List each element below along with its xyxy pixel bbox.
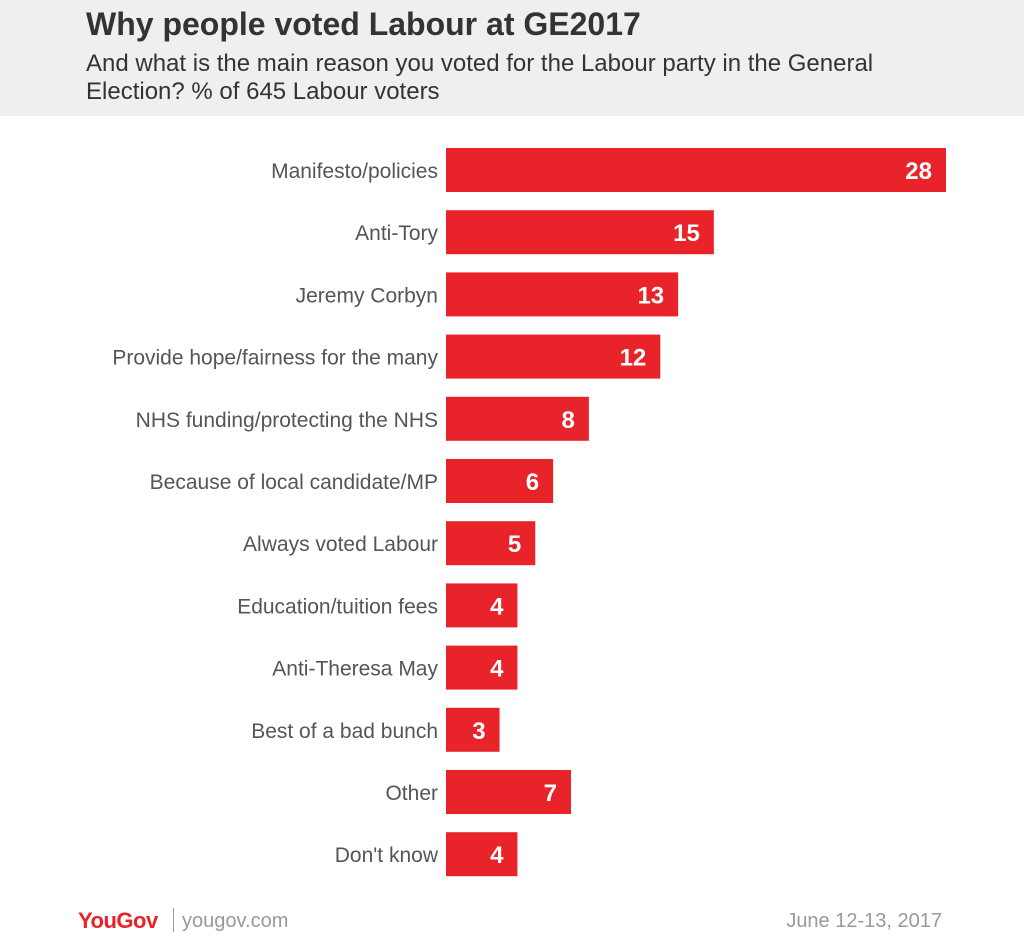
bar-chart: Manifesto/policies 28 Anti-Tory 15 Jeremy Co… <box>112 148 946 877</box>
category-label: NHS funding/protecting the NHS <box>136 409 438 432</box>
bar <box>446 707 500 752</box>
value-label: 4 <box>490 593 504 620</box>
value-label: 28 <box>905 158 932 185</box>
value-label: 3 <box>472 718 485 745</box>
value-label: 15 <box>673 220 700 247</box>
value-label: 8 <box>561 407 574 434</box>
bar <box>446 770 571 814</box>
bars-layer: Manifesto/policies 28 Anti-Tory 15 Jeremy Co… <box>112 148 946 877</box>
footer-url: yougov.com <box>182 910 289 932</box>
bar <box>446 272 679 317</box>
category-label: Manifesto/policies <box>271 160 438 183</box>
value-label: 7 <box>544 780 557 807</box>
yougov-logo: YouGov <box>78 908 158 934</box>
category-label: Don't know <box>335 844 439 867</box>
bar <box>446 148 946 192</box>
category-label: Provide hope/fairness for the many <box>112 347 438 370</box>
value-label: 5 <box>508 531 521 558</box>
bar <box>446 210 714 255</box>
bar <box>446 459 554 503</box>
category-label: Jeremy Corbyn <box>296 284 438 307</box>
bar <box>446 583 518 628</box>
category-label: Best of a bad bunch <box>251 720 438 743</box>
bar <box>446 396 589 441</box>
category-label: Anti-Tory <box>355 222 438 245</box>
bar <box>446 645 518 690</box>
category-label: Always voted Labour <box>243 533 438 556</box>
bar <box>446 334 661 379</box>
value-label: 12 <box>620 345 647 372</box>
category-label: Other <box>385 782 438 805</box>
header-band: Why people voted Labour at GE2017 And wh… <box>0 0 1024 116</box>
value-label: 6 <box>526 469 539 496</box>
logo-gov: Gov <box>116 908 158 933</box>
category-label: Because of local candidate/MP <box>150 471 438 494</box>
value-label: 4 <box>490 656 504 683</box>
chart-title: Why people voted Labour at GE2017 <box>86 6 641 42</box>
footer-date: June 12-13, 2017 <box>786 910 942 932</box>
chart-subtitle: And what is the main reason you voted fo… <box>86 50 874 105</box>
bar <box>446 521 536 566</box>
logo-you: You <box>78 908 117 933</box>
category-label: Anti-Theresa May <box>272 658 438 681</box>
bar <box>446 832 518 877</box>
value-label: 4 <box>490 842 504 869</box>
category-label: Education/tuition fees <box>237 595 438 618</box>
footer-divider <box>173 908 174 932</box>
value-label: 13 <box>637 282 664 309</box>
